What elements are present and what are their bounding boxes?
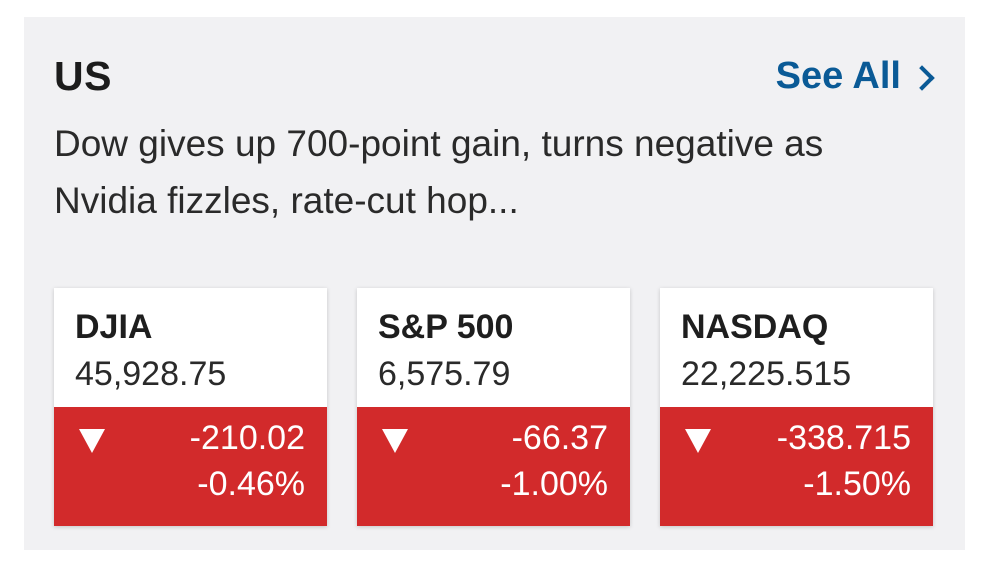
index-change-panel: -66.37 -1.00% bbox=[357, 407, 630, 526]
index-price: 22,225.515 bbox=[681, 355, 852, 393]
down-triangle-icon bbox=[685, 429, 711, 453]
headline-link[interactable]: Dow gives up 700-point gain, turns negat… bbox=[54, 123, 824, 221]
index-change-percent: -1.50% bbox=[803, 465, 911, 503]
index-change-points: -210.02 bbox=[189, 419, 305, 457]
index-symbol: S&P 500 bbox=[378, 308, 514, 346]
see-all-link[interactable]: See All bbox=[775, 55, 935, 98]
index-change-panel: -338.715 -1.50% bbox=[660, 407, 933, 526]
index-symbol: NASDAQ bbox=[681, 308, 829, 346]
index-price: 6,575.79 bbox=[378, 355, 511, 393]
index-tile-djia[interactable]: DJIA 45,928.75 -210.02 -0.46% bbox=[54, 288, 327, 526]
index-symbol: DJIA bbox=[75, 308, 153, 346]
index-change-percent: -1.00% bbox=[500, 465, 608, 503]
region-title: US bbox=[54, 53, 112, 99]
index-change-panel: -210.02 -0.46% bbox=[54, 407, 327, 526]
index-tile-nasdaq[interactable]: NASDAQ 22,225.515 -338.715 -1.50% bbox=[660, 288, 933, 526]
index-price: 45,928.75 bbox=[75, 355, 227, 393]
down-triangle-icon bbox=[79, 429, 105, 453]
markets-card: US See All Dow gives up 700-point gain, … bbox=[24, 17, 965, 550]
index-change-percent: -0.46% bbox=[197, 465, 305, 503]
index-change-points: -338.715 bbox=[776, 419, 911, 457]
index-change-points: -66.37 bbox=[511, 419, 608, 457]
index-tiles: DJIA 45,928.75 -210.02 -0.46% S&P 500 6,… bbox=[54, 288, 933, 526]
down-triangle-icon bbox=[382, 429, 408, 453]
index-tile-sp500[interactable]: S&P 500 6,575.79 -66.37 -1.00% bbox=[357, 288, 630, 526]
see-all-label: See All bbox=[775, 55, 901, 97]
chevron-right-icon bbox=[909, 64, 935, 91]
